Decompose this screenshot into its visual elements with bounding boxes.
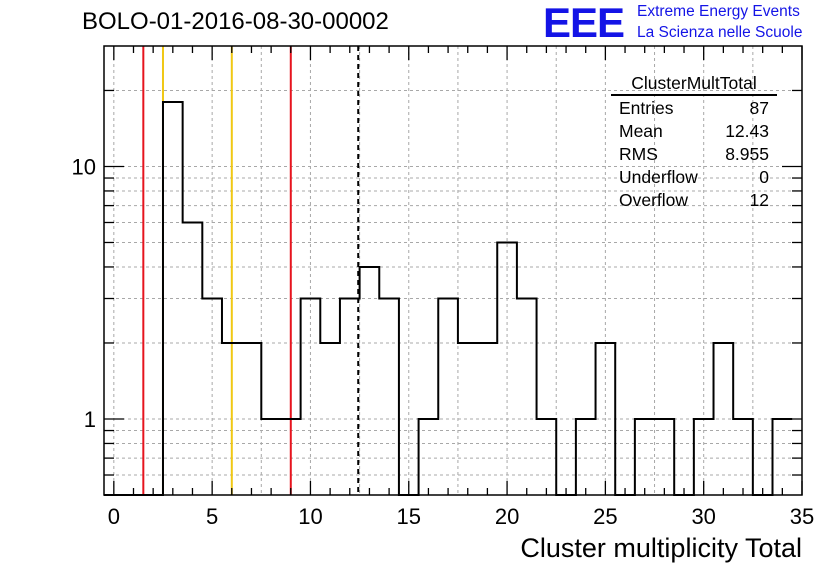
plot-frame — [103, 45, 803, 496]
stats-row-underflow: Underflow 0 — [611, 166, 777, 189]
stats-row-overflow: Overflow 12 — [611, 189, 777, 212]
stats-label: Entries — [619, 98, 674, 118]
stats-value: 8.955 — [725, 144, 769, 164]
stats-value: 12 — [749, 190, 769, 210]
x-tick-label: 30 — [691, 504, 715, 529]
stats-label: Overflow — [619, 190, 689, 210]
x-tick-label: 5 — [206, 504, 218, 529]
stats-row-rms: RMS 8.955 — [611, 143, 777, 166]
axis-ticks — [104, 46, 803, 495]
y-tick-label: 10 — [72, 154, 96, 179]
logo-line-1: Extreme Energy Events — [637, 3, 800, 20]
logo-line-2: La Scienza nelle Scuole — [637, 24, 803, 41]
stats-label: Mean — [619, 121, 663, 141]
eee-logo: EEE — [543, 0, 625, 46]
run-title: BOLO-01-2016-08-30-00002 — [82, 8, 389, 35]
x-tick-label: 35 — [790, 504, 814, 529]
x-tick-label: 15 — [397, 504, 421, 529]
stats-value: 12.43 — [725, 121, 769, 141]
axis-tick-labels: 0 5 10 15 20 25 30 35 1 10 — [72, 154, 815, 529]
y-tick-label: 1 — [84, 407, 96, 432]
stats-row-entries: Entries 87 — [611, 97, 777, 120]
x-tick-label: 20 — [495, 504, 519, 529]
stats-title: ClusterMultTotal — [611, 72, 777, 96]
reference-lines — [142, 46, 360, 495]
x-tick-label: 25 — [593, 504, 617, 529]
stats-label: Underflow — [619, 167, 698, 187]
stats-label: RMS — [619, 144, 658, 164]
stats-value: 0 — [759, 167, 769, 187]
x-tick-label: 0 — [108, 504, 120, 529]
x-axis-label: Cluster multiplicity Total — [520, 533, 802, 563]
x-tick-label: 10 — [298, 504, 322, 529]
stats-row-mean: Mean 12.43 — [611, 120, 777, 143]
stats-value: 87 — [749, 98, 769, 118]
stats-box: ClusterMultTotal Entries 87 Mean 12.43 R… — [611, 72, 777, 212]
